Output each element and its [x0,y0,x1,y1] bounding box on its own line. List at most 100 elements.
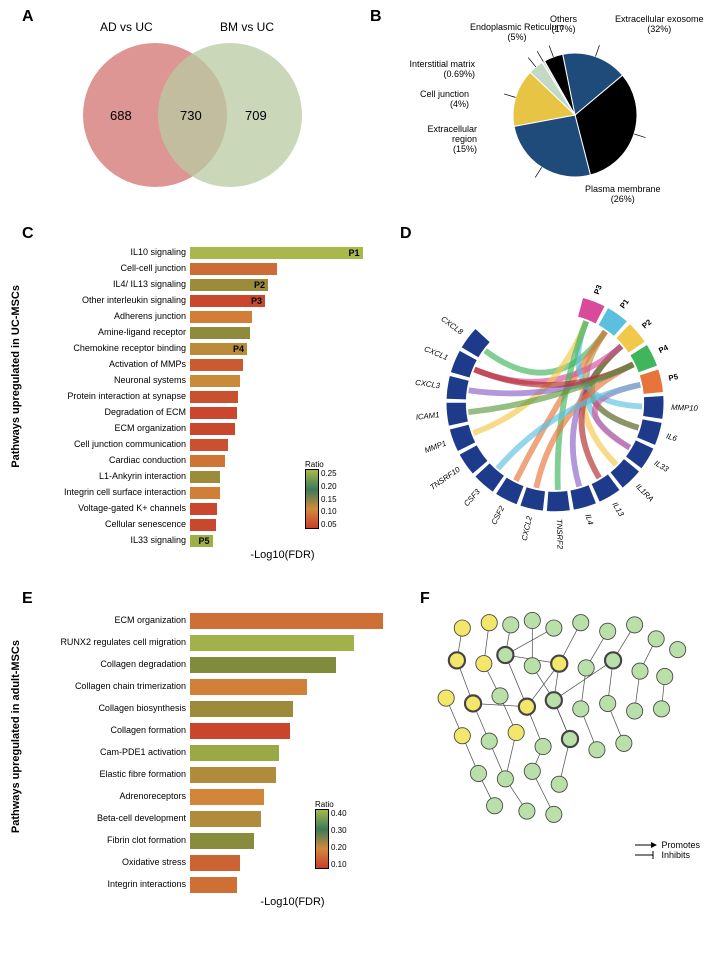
network-node [524,658,540,674]
network-node [600,695,616,711]
barC-row-label: Cell junction communication [35,440,190,449]
barC-row: Neuronal systems [35,373,375,388]
barC-row-label: Adherens junction [35,312,190,321]
network-node [497,771,513,787]
barE-row: Collagen degradation [35,654,395,675]
network-node [627,703,643,719]
chord-label: CSF2 [489,504,506,526]
chord-arc [447,376,469,399]
network-node [438,690,454,706]
barE-row-bar [190,613,383,629]
chord-label: IL33 [653,458,671,474]
barE-row-label: RUNX2 regulates cell migration [35,638,190,647]
chord-arc [630,345,656,372]
chord-arc [496,478,523,505]
network-node [449,652,465,668]
venn-diagram: AD vs UC BM vs UC 688 730 709 [50,20,340,200]
pie-lbl-matrix: Interstitial matrix(0.69%) [385,60,475,80]
barC-row: Cell-cell junction [35,261,375,276]
barE-row: Cam-PDE1 activation [35,742,395,763]
barE-row: Collagen formation [35,720,395,741]
barE-legend-title: Ratio [315,800,347,809]
venn-right-title: BM vs UC [220,20,274,34]
barC-row-label: Cardiac conduction [35,456,190,465]
barC-row-tag: P1 [348,247,359,259]
barC-row-bar [190,359,243,371]
network-node [465,695,481,711]
barE-row-label: Beta-cell development [35,814,190,823]
barE-row-bar [190,701,293,717]
chord-label: IL1RA [634,482,656,504]
network-diagram: Promotes Inhibits [430,610,710,890]
network-node [519,699,535,715]
network-node [454,728,470,744]
venn-mid-count: 730 [180,108,202,123]
network-node [476,656,492,672]
barC-row-bar: P5 [190,535,213,547]
network-node [503,617,519,633]
chord-arc [547,491,570,511]
barC-row-bar [190,407,237,419]
barC-row-label: Chemokine receptor binding [35,344,190,353]
venn-right-count: 709 [245,108,267,123]
chord-label: IL13 [610,500,626,518]
network-node [535,738,551,754]
barE-row-bar [190,679,307,695]
chord-arc [637,419,661,445]
barE-row-bar [190,811,261,827]
barE-row-label: ECM organization [35,616,190,625]
barC-row-label: Protein interaction at synapse [35,392,190,401]
barE-legend: Ratio 0.40 0.30 0.20 0.10 [315,800,347,869]
barC-row-label: Cellular senescence [35,520,190,529]
panel-f-label: F [420,590,430,608]
barC-row-label: L1-Ankyrin interaction [35,472,190,481]
chord-label: MMP10 [671,403,699,413]
barC-row-bar [190,391,238,403]
barC-row-label: Degradation of ECM [35,408,190,417]
chord-arc [451,351,477,378]
pie-lbl-exosome: Extracellular exosome(32%) [615,15,704,35]
barE-row-bar [190,789,264,805]
barE-row-label: Adrenoreceptors [35,792,190,801]
barC-row-bar [190,471,220,483]
barC-row-tag: P4 [233,343,244,355]
barC-row-bar [190,439,228,451]
pie-lbl-junction: Cell junction(4%) [399,90,469,110]
network-node [605,652,621,668]
barC-row: IL33 signalingP5 [35,533,375,548]
barC-row: IL4/ IL13 signalingP2 [35,277,375,292]
venn-left-title: AD vs UC [100,20,153,34]
barC-row: IL10 signalingP1 [35,245,375,260]
chord-diagram: P3P1P2P4P5MMP10IL6IL33IL1RAIL13IL4TNSRF2… [400,240,710,550]
chord-label: IL4 [583,513,595,527]
barC-row-label: ECM organization [35,424,190,433]
barC-row-tag: P2 [254,279,265,291]
chord-label: CXCL1 [423,344,450,362]
barC-row-label: Amine-ligand receptor [35,328,190,337]
pie-chart: Extracellular exosome(32%) Others(17%) E… [385,15,715,215]
network-node [454,620,470,636]
network-node [481,733,497,749]
chord-arc [592,474,620,501]
network-node [546,806,562,822]
barE-row-label: Collagen biosynthesis [35,704,190,713]
barC-row-bar [190,375,240,387]
barC-row-bar [190,487,220,499]
barE-row-label: Cam-PDE1 activation [35,748,190,757]
pie-lbl-er: Endoplasmic Reticulum(5%) [470,23,564,43]
barE-row-label: Elastic fibre formation [35,770,190,779]
network-node [562,731,578,747]
chord-label: ICAM1 [415,410,440,421]
network-node [546,692,562,708]
panel-a-label: A [22,8,34,26]
barC-row-bar: P1 [190,247,363,259]
chord-ribbon [498,385,641,469]
network-legend: Promotes Inhibits [633,840,700,860]
barC-row-label: IL33 signaling [35,536,190,545]
barC-row: Chemokine receptor binding P4 [35,341,375,356]
barC-row: Amine-ligand receptor [35,325,375,340]
barC-row-label: Other interleukin signaling [35,296,190,305]
network-node [497,647,513,663]
chord-arc [447,403,468,426]
network-node [653,701,669,717]
